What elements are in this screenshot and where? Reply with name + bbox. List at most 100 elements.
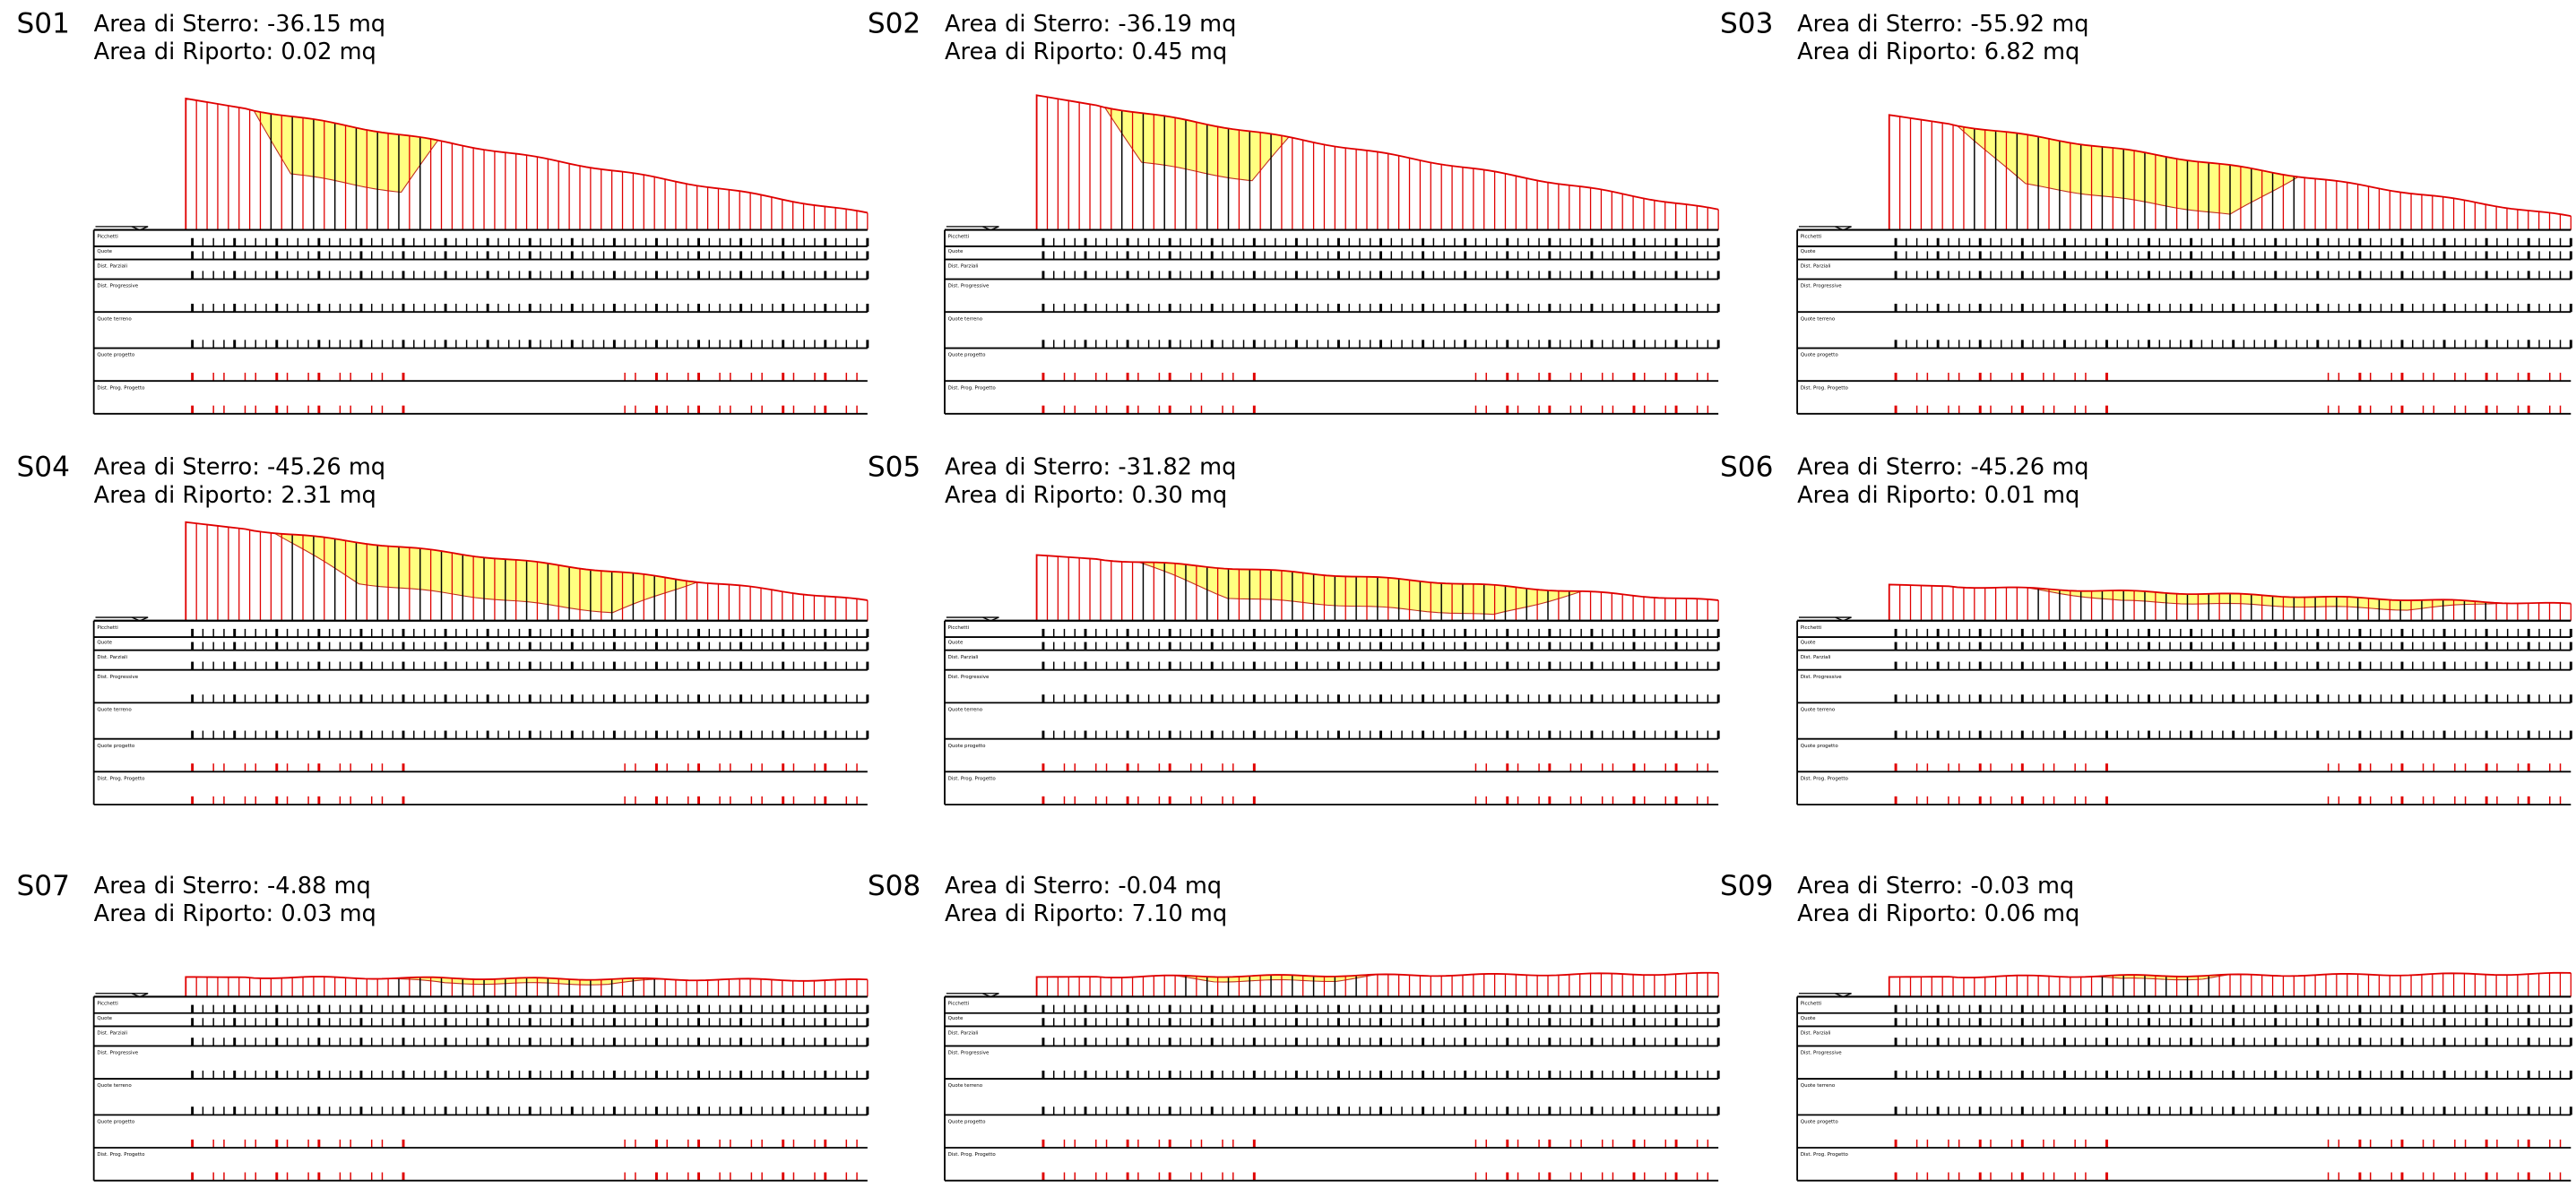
row-label: Dist. Progressive: [97, 1051, 138, 1056]
section-id: S09: [1720, 870, 1773, 902]
ground-profile: [185, 521, 868, 621]
area-sterro: Area di Sterro: -31.82 mq: [945, 454, 1236, 481]
row-label: Dist. Parziali: [97, 264, 127, 270]
row-label: Quote progetto: [97, 353, 135, 358]
row-label: Dist. Parziali: [948, 264, 979, 270]
area-riporto: Area di Riporto: 2.31 mq: [94, 482, 376, 509]
row-label: Dist. Progressive: [97, 284, 138, 289]
row-label: Picchetti: [97, 625, 118, 631]
row-label: Picchetti: [948, 1002, 970, 1007]
row-label: Quote progetto: [948, 1120, 987, 1125]
row-label: Dist. Prog. Progetto: [948, 385, 997, 391]
row-label: Quote progetto: [97, 744, 135, 749]
row-label: Quote: [1801, 249, 1816, 254]
row-label: Quote progetto: [948, 744, 987, 749]
row-label: Dist. Progressive: [948, 1051, 990, 1056]
row-label: Dist. Parziali: [948, 1031, 979, 1037]
area-riporto: Area di Riporto: 0.30 mq: [945, 482, 1227, 509]
section-id: S05: [868, 451, 921, 483]
datum-marker: [946, 226, 999, 231]
row-label: Quote terreno: [1801, 1083, 1836, 1089]
row-label: Picchetti: [1801, 235, 1822, 240]
row-label: Dist. Prog. Progetto: [948, 777, 997, 782]
ground-profile: [1035, 971, 1719, 997]
row-label: Picchetti: [948, 625, 970, 631]
row-label: Dist. Parziali: [1801, 1031, 1831, 1037]
row-label: Picchetti: [1801, 625, 1822, 631]
ground-profile: [1888, 583, 2572, 621]
row-label: Dist. Progressive: [948, 675, 990, 680]
ground-profile: [1035, 94, 1719, 230]
row-label: Quote: [948, 640, 964, 645]
row-label: Quote: [97, 1016, 112, 1021]
row-label: Dist. Parziali: [97, 655, 127, 660]
row-label: Dist. Prog. Progetto: [948, 1152, 997, 1158]
area-riporto: Area di Riporto: 0.06 mq: [1797, 900, 2079, 927]
row-label: Dist. Prog. Progetto: [1801, 385, 1849, 391]
row-label: Dist. Progressive: [97, 675, 138, 680]
datum-marker: [946, 993, 999, 998]
row-label: Quote terreno: [97, 708, 132, 713]
row-label: Quote progetto: [1801, 1120, 1839, 1125]
row-label: Dist. Progressive: [1801, 284, 1842, 289]
area-sterro: Area di Sterro: -36.19 mq: [945, 11, 1236, 38]
datum-marker: [1798, 226, 1852, 231]
row-label: Quote: [1801, 640, 1816, 645]
area-riporto: Area di Riporto: 6.82 mq: [1797, 39, 2079, 65]
row-label: Quote terreno: [948, 316, 983, 322]
row-label: Quote terreno: [97, 1083, 132, 1089]
area-riporto: Area di Riporto: 0.45 mq: [945, 39, 1227, 65]
row-label: Quote progetto: [1801, 744, 1839, 749]
row-label: Quote progetto: [948, 353, 987, 358]
section-id: S08: [868, 870, 921, 902]
row-label: Dist. Prog. Progetto: [1801, 1152, 1849, 1158]
row-label: Quote: [97, 640, 112, 645]
area-sterro: Area di Sterro: -0.04 mq: [945, 873, 1222, 900]
row-label: Dist. Prog. Progetto: [97, 1152, 145, 1158]
area-riporto: Area di Riporto: 7.10 mq: [945, 900, 1227, 927]
section-id: S01: [17, 8, 70, 40]
row-label: Dist. Parziali: [948, 655, 979, 660]
area-riporto: Area di Riporto: 0.03 mq: [94, 900, 376, 927]
row-label: Quote terreno: [948, 1083, 983, 1089]
datum-marker: [95, 616, 149, 622]
row-label: Dist. Parziali: [97, 1031, 127, 1037]
section-id: S03: [1720, 8, 1773, 40]
row-label: Picchetti: [97, 1002, 118, 1007]
row-label: Quote progetto: [97, 1120, 135, 1125]
area-sterro: Area di Sterro: -4.88 mq: [94, 873, 371, 900]
row-label: Quote: [1801, 1016, 1816, 1021]
area-riporto: Area di Riporto: 0.02 mq: [94, 39, 376, 65]
datum-marker: [1798, 993, 1852, 998]
ground-profile: [185, 976, 868, 997]
section-id: S07: [17, 870, 70, 902]
datum-marker: [95, 226, 149, 231]
ground-profile: [185, 97, 869, 230]
row-label: Dist. Progressive: [1801, 675, 1842, 680]
row-label: Quote terreno: [1801, 316, 1836, 322]
datum-marker: [1798, 616, 1852, 622]
section-id: S02: [868, 8, 921, 40]
section-id: S06: [1720, 451, 1773, 483]
datum-marker: [95, 993, 149, 998]
area-sterro: Area di Sterro: -45.26 mq: [1797, 454, 2088, 481]
row-label: Quote progetto: [1801, 353, 1839, 358]
area-sterro: Area di Sterro: -45.26 mq: [94, 454, 385, 481]
area-sterro: Area di Sterro: -0.03 mq: [1797, 873, 2074, 900]
row-label: Dist. Prog. Progetto: [97, 777, 145, 782]
row-label: Picchetti: [948, 235, 970, 240]
row-label: Quote terreno: [97, 316, 132, 322]
ground-profile: [1888, 114, 2572, 230]
row-label: Dist. Parziali: [1801, 264, 1831, 270]
row-label: Quote terreno: [948, 708, 983, 713]
fill-area: [1956, 125, 2300, 215]
